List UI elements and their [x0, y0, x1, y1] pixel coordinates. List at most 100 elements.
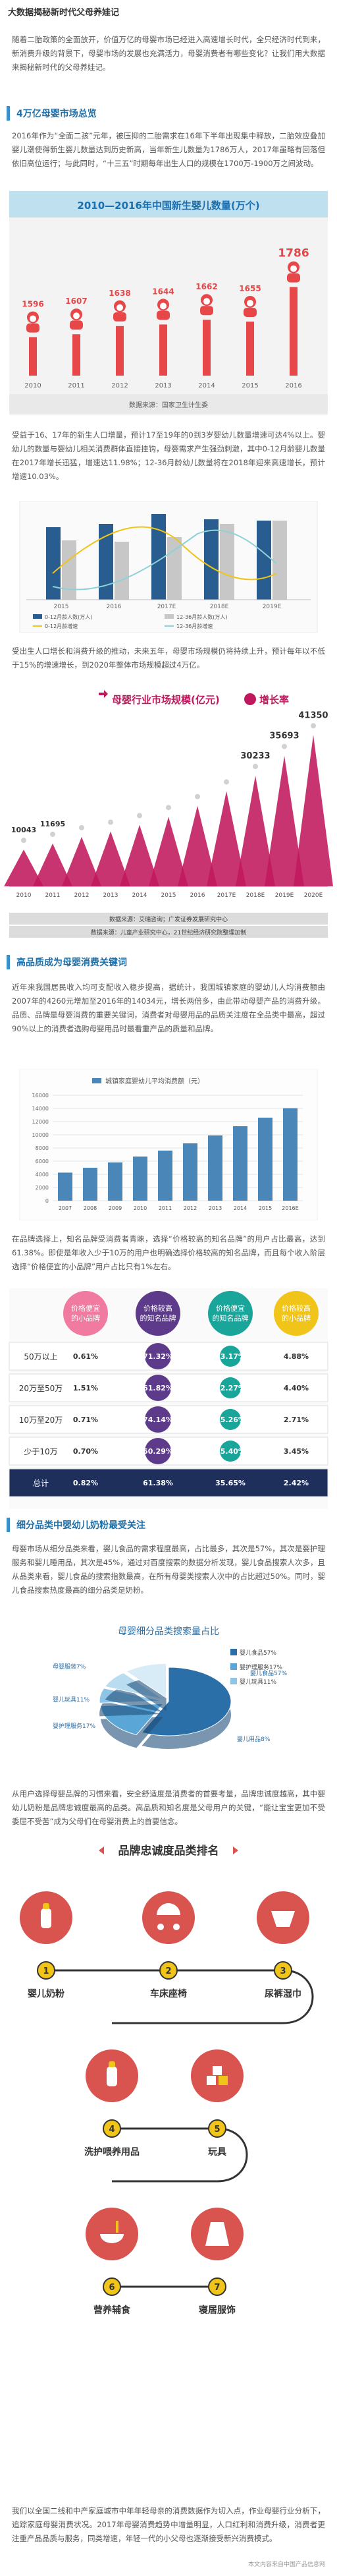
rank-badge	[208, 2119, 226, 2138]
bar	[133, 1157, 147, 1201]
article-title-wrap: 大数据揭秘新时代父母养娃记	[0, 4, 337, 18]
column-header-label: 价格较高	[282, 1303, 311, 1313]
bar	[233, 1126, 247, 1201]
loyalty-ranking: 品牌忠诚度品类排名 1 婴儿奶粉 2 车床座椅 3 尿裤湿巾 4 洗护喂养用品 5 玩具 6 营养辅食…	[0, 1839, 337, 2498]
cell-value: 61.38%	[143, 1479, 173, 1487]
paragraph-infants: 受益于16、17年的新生人口增量，预计17至19年的0到3岁婴幼儿数量增速可达4…	[12, 430, 325, 481]
cell-value: 35.65%	[215, 1479, 246, 1487]
paragraph-quality: 近年来我国居民收入均可支配收入稳步提高，据统计，我国城镇家庭的婴幼儿人均消费额由…	[12, 983, 325, 1033]
triangle-bar	[120, 824, 159, 886]
rank-badge	[103, 2119, 121, 2138]
data-label: 1662	[195, 282, 217, 291]
bar	[204, 519, 219, 600]
data-label: 1607	[65, 297, 87, 306]
tick-label: 2012	[111, 382, 128, 389]
pie-slice	[141, 1667, 232, 1736]
table-row	[9, 1437, 328, 1466]
rank-number: 6	[109, 2283, 115, 2293]
row-label: 总计	[33, 1479, 49, 1488]
market-size-chart: 母婴行业市场规模(亿元) 增长率 10043 2010 11695 2011 2012 2…	[0, 689, 337, 946]
legend-label: 婴儿食品57%	[240, 1649, 276, 1657]
y-tick-label: 6000	[36, 1159, 49, 1164]
triangle-bar	[294, 735, 333, 886]
data-label: 1786	[278, 247, 309, 260]
triangle-bar	[4, 849, 43, 886]
y-tick-label: 16000	[32, 1093, 49, 1099]
baby-icon	[287, 261, 300, 283]
bar	[115, 542, 129, 600]
chart-source: 数据来源：国家卫生计生委	[129, 401, 208, 409]
slice-label: 婴儿玩具11%	[53, 1696, 90, 1703]
rank-number: 2	[165, 1966, 171, 1976]
growth-legend-dot	[244, 693, 256, 705]
cell-value: 32.27%	[215, 1384, 246, 1392]
bar	[159, 324, 167, 376]
cell-value: 0.70%	[73, 1447, 98, 1456]
spending-chart-svg: 城镇家庭婴幼儿平均消费额（元） 0 2000 4000 6000 8000 10000 12…	[19, 1068, 318, 1221]
chart-title: 母婴行业市场规模(亿元)	[112, 694, 220, 706]
slice-label: 婴护理服务17%	[53, 1722, 95, 1730]
category-label: 尿裤湿巾	[265, 1988, 301, 1999]
y-tick-label: 4000	[36, 1172, 49, 1178]
y-tick-label: 0	[45, 1198, 49, 1204]
tick-label: 2010	[24, 382, 41, 389]
diaper-icon	[271, 1911, 295, 1927]
legend-label: 增长率	[259, 694, 289, 706]
cell-value: 0.61%	[73, 1352, 98, 1361]
tick-label: 2015	[161, 892, 176, 899]
triangle-bar	[149, 816, 188, 886]
cell-value: 25.26%	[215, 1416, 246, 1424]
paragraph-brand: 在品牌选择上，知名品牌受消费者青睐，选择“价格较高的知名品牌”的用户占比最高，达…	[12, 1234, 325, 1271]
spending-chart: 城镇家庭婴幼儿平均消费额（元） 0 2000 4000 6000 8000 10000 12…	[0, 1068, 337, 1221]
data-label: 1638	[109, 289, 130, 298]
tick-label: 2011	[45, 892, 61, 899]
bar	[183, 1143, 197, 1201]
category-label: 寝居服饰	[199, 2304, 236, 2316]
pie-slice	[126, 1663, 167, 1699]
bar	[29, 337, 37, 376]
cell-value: 50.29%	[143, 1447, 173, 1456]
category-label: 婴儿奶粉	[28, 1988, 65, 1999]
blocks-icon	[207, 2066, 228, 2085]
bottle-icon	[41, 1903, 51, 1928]
cell-value: 4.88%	[284, 1352, 309, 1361]
tick-label: 2011	[68, 382, 84, 389]
stroller-icon	[157, 1903, 180, 1930]
bar	[99, 524, 113, 600]
triangle-bar	[91, 831, 130, 886]
tick-label: 2016E	[282, 1205, 298, 1211]
legend-label: 12-36月龄人数(万人)	[176, 614, 228, 620]
bar	[272, 521, 287, 600]
bar-series-0-12	[46, 514, 271, 600]
ranking-item: 1 婴儿奶粉	[20, 1891, 72, 1999]
row-label: 10万至20万	[19, 1416, 63, 1425]
bar	[151, 514, 166, 600]
paragraph-categories: 母婴市场从细分品类来看，婴儿食品的需求程度最高，占比最多，其次是57%，其次是婴…	[12, 1544, 325, 1595]
tick-label: 2013	[209, 1205, 222, 1211]
growth-dot	[253, 764, 258, 770]
tick-label: 2016	[285, 382, 301, 389]
slice-label: 婴儿用品8%	[237, 1736, 271, 1743]
tick-label: 2016	[107, 604, 122, 610]
search-share-svg: 母婴细分品类搜索量占比 母婴服装7% 婴儿玩具11% 婴护理服务17% 婴儿用品8% 婴…	[53, 1626, 287, 1749]
tick-label: 2018E	[210, 604, 229, 610]
legend-label: 婴护理服务17%	[240, 1663, 282, 1671]
column-header-label: 的小品牌	[71, 1313, 100, 1323]
rank-number: 7	[214, 2283, 220, 2293]
cell-value: 0.82%	[73, 1479, 98, 1487]
growth-dot	[311, 723, 316, 729]
rank-badge	[208, 2277, 226, 2296]
baby-icon	[113, 300, 126, 322]
tick-label: 2015	[259, 1205, 272, 1211]
tick-label: 2013	[155, 382, 171, 389]
market-size-svg: 母婴行业市场规模(亿元) 增长率 10043 2010 11695 2011 2012 2…	[4, 690, 333, 938]
column-header-bubble	[63, 1291, 108, 1336]
bar	[246, 322, 254, 376]
chart-source: 数据来源：艾瑞咨询；广发证券发展研究中心	[109, 915, 228, 923]
baby-icon	[244, 296, 257, 317]
ranking-item: 6 营养辅食	[86, 2208, 138, 2316]
column-header-label: 的小品牌	[282, 1313, 311, 1323]
slice-label: 婴儿食品57%	[250, 1669, 287, 1677]
legend: 0-12月龄人数(万人) 12-36月龄人数(万人) 0-12月龄增速 12-3…	[33, 614, 228, 629]
